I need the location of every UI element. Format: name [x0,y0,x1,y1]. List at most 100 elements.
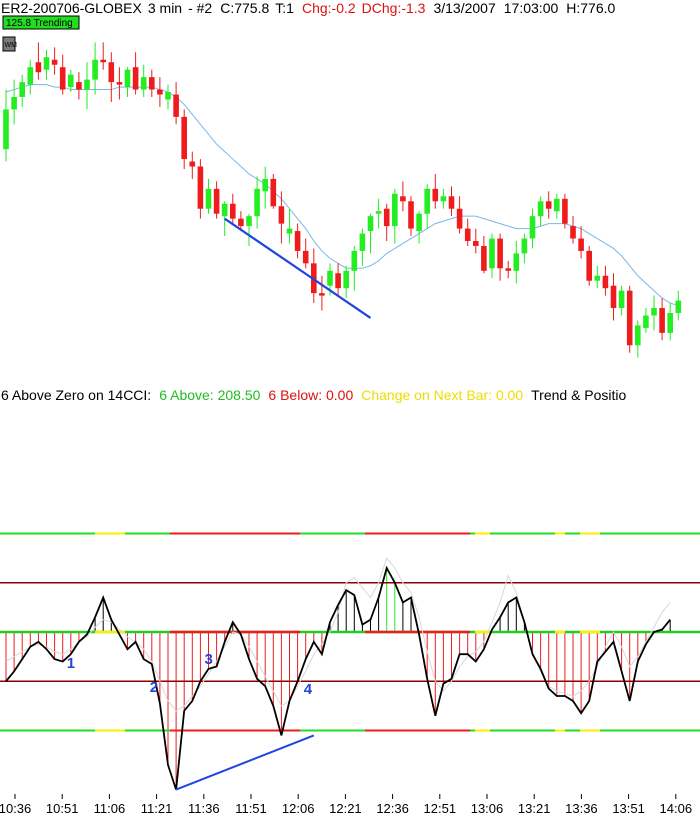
trending-badge-box [2,15,80,30]
indicator-status: 6 Above Zero on 14CCI: 6 Above: 208.50 6 B… [1,387,627,403]
candle-body [254,188,260,217]
candle-body [489,238,495,269]
cci-level-lines [0,532,700,732]
slow-cci-line [5,557,671,712]
time-tick-label: 13:51 [612,801,645,816]
wm-button-label[interactable]: WM [5,42,18,49]
cci-divergence-line [175,734,315,791]
candle-body [27,67,34,85]
candle-body [383,208,390,227]
candle-body [140,77,147,90]
time-tick-label: 13:06 [471,801,504,816]
candle-body [197,166,204,209]
candle-body [602,275,609,289]
candle-body [513,253,520,271]
candle-body [400,196,406,202]
time-tick-label: 11:21 [141,801,173,816]
header-symbol: ER2-200706-GLOBEX [1,0,143,16]
candle-body [51,59,58,65]
candle-body [68,74,74,88]
candle-body [181,116,187,160]
candle-body [635,325,641,346]
candle-body [205,188,212,209]
candle-body [270,178,277,207]
header-date: 3/13/2007 [433,0,495,16]
candle-body [59,67,66,90]
candle-body [440,196,447,202]
candle-body [213,188,220,214]
candle-body [335,273,341,289]
candle-body [375,211,382,214]
candle-body [173,94,179,117]
candle-body [594,275,601,281]
cci-histogram [5,567,671,790]
time-tick-label: 11:06 [94,801,126,816]
time-tick-label: 12:21 [329,801,362,816]
candle-body [294,231,301,251]
price-chart [3,42,682,358]
header-time: 17:03:00 [504,0,559,16]
cci-wave-label: 2 [150,679,158,696]
candle-body [262,178,268,192]
time-tick-label: 10:51 [46,801,79,816]
candle-body [432,188,439,202]
candle-body [116,82,123,85]
time-axis: 10:36 10:51 11:06 11:21 11:36 11:51 12:06 12:21… [0,794,692,816]
candle-body [562,198,568,224]
candle-body [76,82,82,90]
cci-line [5,565,671,790]
trending-badge: 125.8 Trending [2,15,80,30]
header-high: H:776.0 [566,0,615,16]
candle-body [448,196,455,209]
slow-cci-path [5,557,671,712]
status-above: 6 Above: 208.50 [159,387,260,403]
candle-body [537,201,544,217]
trending-badge-text: 125.8 Trending [6,18,73,29]
time-tick-label: 11:51 [235,801,267,816]
candle-body [100,59,106,63]
candle-body [238,218,244,227]
status-prefix: 6 Above Zero on 14CCI: [1,387,151,403]
candle-body [675,300,682,313]
candle-body [554,198,560,212]
chart-header: ER2-200706-GLOBEX 3 min - #2 C:775.8 T:1 Chg:… [1,0,616,16]
candle-body [456,208,463,229]
candle-body [189,161,196,167]
candle-body [221,203,228,217]
header-window: - #2 [188,0,212,16]
candle-body [3,109,9,150]
time-tick-label: 12:36 [376,801,409,816]
candle-body [92,59,98,80]
candle-body [359,233,366,251]
candle-body [157,89,163,95]
candle-body [408,201,414,229]
candle-body [35,62,42,73]
header-interval: 3 min [148,0,182,16]
header-change: Chg:-0.2 [302,0,356,16]
cci-divergence-segment [175,734,315,791]
candle-body [497,238,503,269]
candle-body [351,250,358,271]
time-tick-label: 12:06 [282,801,315,816]
candle-body [416,213,422,232]
status-below: 6 Below: 0.00 [268,387,353,403]
wm-button[interactable]: WM [2,36,18,52]
candles [3,42,682,358]
price-divergence-segment [224,217,372,319]
time-tick-label: 13:36 [565,801,598,816]
candle-body [319,293,325,296]
cci-wave-label: 4 [304,681,313,698]
candle-body [626,290,633,346]
candle-body [124,69,131,88]
time-tick-label: 11:36 [188,801,220,816]
candle-body [392,193,398,227]
candle-body [464,228,471,241]
wm-button-box[interactable] [2,36,16,52]
candle-body [618,290,625,309]
candle-body [132,67,139,90]
candle-body [343,270,349,289]
moving-average-line [5,84,679,307]
candle-body [302,250,309,264]
